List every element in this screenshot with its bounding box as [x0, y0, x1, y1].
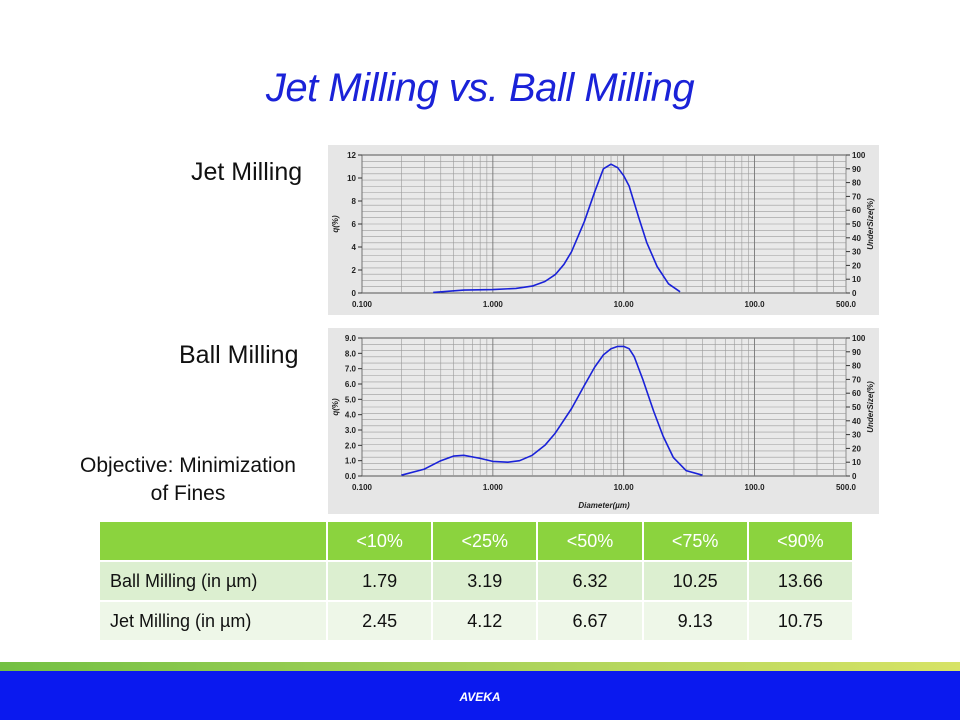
- table-cell: 1.79: [325, 560, 434, 602]
- ball-milling-label: Ball Milling: [179, 341, 299, 369]
- table-header-cell: <75%: [641, 520, 749, 562]
- y-tick-label: 8: [352, 197, 357, 206]
- y-tick-label: 2: [352, 266, 357, 275]
- table-cell: 4.12: [431, 600, 539, 642]
- ball-milling-chart: 0.0 1.0 2.0 3.0 4.0 5.0 6.0 7.0 8.0 9.0 0 10 20 30 40 5…: [328, 328, 879, 514]
- table-row: Ball Milling (in µm) 1.79 3.19 6.32 10.2…: [98, 560, 855, 602]
- y2-tick-label: 0: [852, 289, 857, 298]
- objective-text: Objective: Minimization of Fines: [50, 452, 326, 508]
- footer-blue-band: [0, 671, 960, 720]
- x-tick-label: 1.000: [483, 483, 504, 492]
- x-tick-label: 1.000: [483, 300, 504, 309]
- table-header-cell: [98, 520, 328, 562]
- table-cell: 9.13: [641, 600, 749, 642]
- x-tick-label: 0.100: [352, 300, 373, 309]
- y-tick-label: 1.0: [345, 457, 357, 466]
- x-tick-label: 100.0: [745, 483, 766, 492]
- x-tick-label: 500.0: [836, 483, 857, 492]
- y-tick-label: 9.0: [345, 334, 357, 343]
- table-cell: 13.66: [746, 560, 855, 602]
- table-header-cell: <90%: [746, 520, 855, 562]
- table-header-cell: <10%: [325, 520, 434, 562]
- x-axis-label: Diameter(µm): [578, 501, 630, 510]
- y-tick-label: 2.0: [345, 441, 357, 450]
- y2-tick-label: 90: [852, 348, 861, 357]
- jet-milling-label: Jet Milling: [191, 158, 303, 186]
- table-cell: 3.19: [431, 560, 539, 602]
- y2-tick-label: 90: [852, 165, 861, 174]
- y2-tick-label: 70: [852, 192, 861, 201]
- y-axis-label: q(%): [331, 398, 340, 416]
- y-tick-label: 5.0: [345, 395, 357, 404]
- y2-tick-label: 10: [852, 458, 861, 467]
- y2-axis-label: UnderSize(%): [866, 381, 875, 433]
- table-header-row: <10% <25% <50% <75% <90%: [98, 520, 855, 562]
- series-line: [401, 345, 703, 476]
- psd-table: <10% <25% <50% <75% <90% Ball Milling (i…: [98, 520, 855, 642]
- objective-line1: Objective: Minimization: [80, 454, 296, 477]
- y-tick-label: 3.0: [345, 426, 357, 435]
- y-tick-label: 0: [352, 289, 357, 298]
- y2-tick-label: 60: [852, 389, 861, 398]
- x-tick-label: 500.0: [836, 300, 857, 309]
- table-header-cell: <50%: [536, 520, 644, 562]
- y-tick-label: 4: [352, 243, 357, 252]
- table-cell: 2.45: [325, 600, 434, 642]
- y-tick-label: 0.0: [345, 472, 357, 481]
- y2-tick-label: 30: [852, 248, 861, 257]
- y-tick-label: 12: [347, 151, 356, 160]
- y2-axis-label: UnderSize(%): [866, 198, 875, 250]
- x-tick-label: 10.00: [614, 483, 635, 492]
- table-row-label: Ball Milling (in µm): [98, 560, 328, 602]
- y-tick-label: 6.0: [345, 380, 357, 389]
- y2-tick-label: 0: [852, 472, 857, 481]
- y-tick-label: 7.0: [345, 365, 357, 374]
- table-cell: 10.75: [746, 600, 855, 642]
- y2-tick-label: 100: [852, 334, 866, 343]
- x-tick-label: 0.100: [352, 483, 373, 492]
- y-tick-label: 8.0: [345, 349, 357, 358]
- y2-tick-label: 10: [852, 275, 861, 284]
- series-line: [433, 163, 681, 294]
- y2-tick-label: 20: [852, 444, 861, 453]
- y-tick-label: 6: [352, 220, 357, 229]
- footer-brand: AVEKA: [459, 690, 501, 704]
- y2-tick-label: 80: [852, 362, 861, 371]
- table-cell: 10.25: [641, 560, 749, 602]
- ball-milling-chart-svg: 0.0 1.0 2.0 3.0 4.0 5.0 6.0 7.0 8.0 9.0 0 10 20 30 40 5…: [331, 334, 875, 510]
- jet-milling-chart: 0 2 4 6 8 10 12 0 10 20 30 40 50 60 70 80 90 100 0.100 1.00…: [328, 145, 879, 315]
- y-tick-label: 4.0: [345, 411, 357, 420]
- y2-tick-label: 50: [852, 403, 861, 412]
- y2-tick-label: 70: [852, 375, 861, 384]
- y2-tick-label: 50: [852, 220, 861, 229]
- y2-tick-label: 40: [852, 234, 861, 243]
- y2-tick-label: 30: [852, 431, 861, 440]
- table-row: Jet Milling (in µm) 2.45 4.12 6.67 9.13 …: [98, 600, 855, 642]
- x-tick-label: 10.00: [614, 300, 635, 309]
- jet-milling-chart-svg: 0 2 4 6 8 10 12 0 10 20 30 40 50 60 70 80 90 100 0.100 1.00…: [331, 151, 875, 309]
- y2-tick-label: 100: [852, 151, 866, 160]
- table-cell: 6.67: [536, 600, 644, 642]
- y2-tick-label: 60: [852, 206, 861, 215]
- y-tick-label: 10: [347, 174, 356, 183]
- table-header-cell: <25%: [431, 520, 539, 562]
- y2-tick-label: 80: [852, 179, 861, 188]
- slide-title: Jet Milling vs. Ball Milling: [265, 66, 695, 110]
- y-axis-label: q(%): [331, 215, 340, 233]
- footer-green-band: [0, 662, 960, 671]
- table-cell: 6.32: [536, 560, 644, 602]
- objective-line2: of Fines: [150, 482, 226, 505]
- table-row-label: Jet Milling (in µm): [98, 600, 328, 642]
- y2-tick-label: 40: [852, 417, 861, 426]
- y2-tick-label: 20: [852, 261, 861, 270]
- x-tick-label: 100.0: [745, 300, 766, 309]
